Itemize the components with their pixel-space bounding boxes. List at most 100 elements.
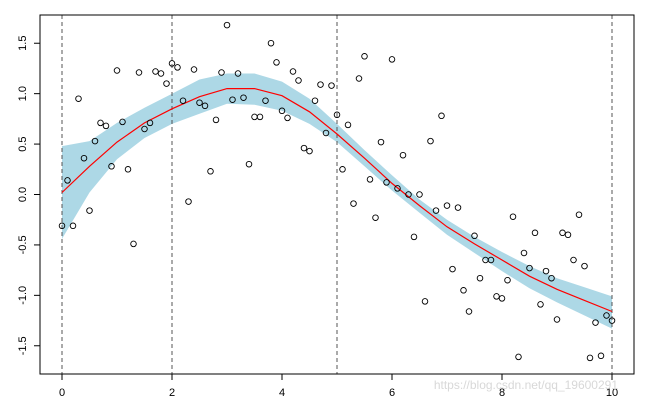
y-tick-label: -1.5: [17, 336, 29, 355]
data-point: [306, 147, 313, 155]
data-point: [603, 312, 610, 319]
y-tick-label: -1.0: [17, 286, 29, 305]
data-point: [328, 82, 335, 89]
data-point: [570, 256, 577, 264]
data-point: [608, 317, 616, 324]
data-point: [355, 75, 363, 82]
data-point: [284, 114, 291, 122]
data-point: [487, 256, 495, 264]
data-point: [69, 222, 77, 230]
fit-line: [61, 87, 613, 313]
data-point: [449, 265, 456, 273]
data-point: [421, 298, 429, 305]
data-point: [135, 69, 143, 76]
data-point: [443, 202, 451, 209]
data-point: [163, 80, 170, 87]
data-point: [201, 102, 209, 110]
data-point: [207, 168, 214, 175]
data-point: [366, 176, 374, 183]
data-point: [256, 113, 264, 121]
data-point: [245, 160, 253, 168]
data-point: [223, 21, 231, 29]
data-point: [339, 166, 346, 173]
data-point: [575, 211, 583, 218]
y-tick-label: 1.5: [17, 36, 29, 51]
y-tick-label: 1.0: [17, 86, 29, 101]
data-point: [218, 69, 225, 76]
data-point: [498, 295, 506, 302]
data-point: [553, 316, 561, 323]
data-point: [212, 116, 220, 124]
data-point: [471, 232, 478, 240]
x-tick-label: 8: [499, 387, 505, 399]
data-point: [240, 94, 247, 101]
x-axis: 0 2 4 6 8 10: [59, 373, 618, 399]
data-point: [476, 274, 484, 282]
data-point: [295, 77, 302, 84]
y-axis: -1.5 -1.0 -0.5 0.0 0.5 1.0 1.5: [17, 36, 41, 355]
data-point: [350, 200, 357, 207]
data-point: [592, 319, 599, 326]
data-point: [289, 68, 297, 75]
data-point: [427, 137, 434, 145]
data-point: [504, 276, 511, 284]
plot-frame: [39, 14, 635, 375]
data-point: [102, 122, 110, 130]
knot-lines-layer: [61, 15, 613, 374]
x-tick-label: 0: [59, 387, 65, 399]
data-point: [454, 204, 462, 211]
data-point: [229, 96, 236, 103]
data-point: [190, 66, 198, 73]
data-point: [108, 163, 115, 170]
data-point: [515, 353, 522, 361]
data-point: [372, 214, 379, 221]
data-point: [152, 68, 159, 75]
x-tick-label: 2: [169, 387, 175, 399]
data-point: [64, 177, 71, 184]
data-point: [157, 70, 165, 77]
data-point: [262, 97, 269, 104]
data-point: [124, 166, 132, 173]
data-point: [493, 293, 500, 300]
data-point: [185, 198, 192, 205]
data-point: [586, 354, 594, 362]
data-point: [344, 121, 352, 129]
data-point: [394, 185, 401, 192]
data-point: [388, 56, 396, 63]
x-tick-label: 4: [279, 387, 285, 399]
data-point: [438, 112, 445, 120]
data-point: [383, 179, 390, 186]
data-point: [91, 137, 99, 145]
data-point: [196, 99, 203, 106]
data-point: [278, 107, 286, 115]
data-point: [416, 191, 423, 198]
data-point: [267, 39, 275, 47]
data-point: [509, 213, 517, 220]
data-point: [317, 81, 324, 88]
data-point: [537, 301, 544, 308]
data-point: [526, 264, 533, 272]
data-point: [432, 207, 440, 214]
data-point: [75, 95, 82, 102]
data-point: [168, 60, 176, 67]
data-point: [174, 64, 181, 71]
data-point: [548, 274, 555, 282]
x-tick-label: 6: [389, 387, 395, 399]
fit-line-layer: [61, 87, 613, 313]
data-point: [300, 144, 308, 152]
x-tick-label: 10: [606, 387, 618, 399]
data-point: [564, 231, 572, 239]
data-point: [130, 240, 137, 248]
data-point: [597, 352, 605, 360]
data-point: [234, 70, 242, 77]
data-point: [97, 119, 104, 127]
data-point: [542, 267, 550, 275]
confidence-band: [62, 73, 612, 329]
data-point: [361, 53, 368, 60]
data-point: [80, 154, 88, 162]
data-point: [311, 97, 319, 104]
y-tick-label: 0.0: [17, 187, 29, 202]
data-point: [251, 113, 258, 121]
watermark-text: https://blog.csdn.net/qq_19600291: [434, 378, 618, 392]
